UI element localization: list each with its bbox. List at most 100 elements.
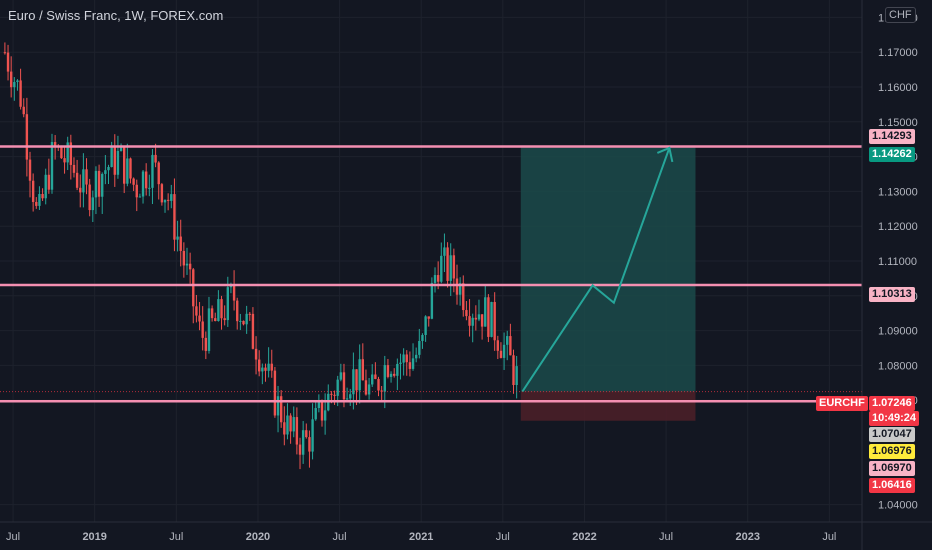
candle-body xyxy=(355,369,358,391)
candle-body xyxy=(132,178,135,185)
candle-body xyxy=(440,255,443,282)
candle-body xyxy=(35,201,38,206)
candle-body xyxy=(138,196,142,198)
candle-body xyxy=(427,316,430,319)
candle-body xyxy=(3,52,7,54)
candle-body xyxy=(399,362,402,364)
candle-body xyxy=(198,315,201,322)
time-axis[interactable]: Jul 2019 Jul 2020 Jul 2021 Jul 2022 Jul 2023 Jul xyxy=(6,531,836,543)
candle-body xyxy=(430,282,434,319)
candle-body xyxy=(104,170,107,174)
candle-body xyxy=(41,194,44,199)
candle-body xyxy=(185,263,189,266)
stop-zone xyxy=(520,391,696,421)
candle-body xyxy=(248,313,251,315)
candle-body xyxy=(474,317,478,320)
candle-body xyxy=(286,415,289,435)
candle-body xyxy=(408,362,412,369)
candle-body xyxy=(6,52,10,72)
candle-body xyxy=(44,174,47,199)
price-tick-label: 1.04000 xyxy=(878,500,918,512)
candle-body xyxy=(160,184,164,203)
price-tick-label: 1.16000 xyxy=(878,82,918,94)
candle-body xyxy=(374,374,377,379)
price-tick-label: 1.13000 xyxy=(878,186,918,198)
candle-body xyxy=(31,180,35,202)
candle-body xyxy=(226,287,230,321)
candle-body xyxy=(414,354,418,359)
projection-path xyxy=(521,147,671,393)
candle-body xyxy=(166,199,170,201)
candle-body xyxy=(258,359,261,372)
candle-body xyxy=(462,283,465,311)
currency-button[interactable]: CHF xyxy=(885,7,916,23)
candle-body xyxy=(192,269,195,307)
candle-body xyxy=(424,316,427,335)
candle-body xyxy=(135,184,138,198)
candle-body xyxy=(94,170,98,198)
candle-body xyxy=(352,369,355,395)
candle-body xyxy=(298,444,302,455)
candle-body xyxy=(449,255,452,281)
candle-body xyxy=(53,142,57,147)
candle-body xyxy=(97,170,101,197)
candle-body xyxy=(163,199,167,203)
candle-body xyxy=(336,379,339,396)
candle-body xyxy=(188,263,192,270)
candle-body xyxy=(402,354,405,363)
symbol-badge: EURCHF xyxy=(816,396,868,411)
candle-body xyxy=(270,363,273,371)
projection-arrow[interactable] xyxy=(521,146,674,393)
price-badge: 1.14293 xyxy=(869,129,915,144)
candle-body xyxy=(493,302,496,341)
candle-body xyxy=(496,340,500,351)
candle-body xyxy=(19,80,22,107)
candle-body xyxy=(433,275,437,283)
candle-body xyxy=(305,430,308,438)
candle-body xyxy=(418,340,421,355)
horizontal-levels[interactable] xyxy=(0,145,862,403)
candle-body xyxy=(443,247,446,256)
candle-body xyxy=(509,336,512,356)
price-badge: 1.06416 xyxy=(869,478,915,493)
candle-body xyxy=(386,365,390,377)
candle-body xyxy=(264,367,267,371)
candle-body xyxy=(113,146,116,175)
candle-body xyxy=(116,150,120,175)
candle-body xyxy=(25,114,29,160)
candle-body xyxy=(195,306,198,316)
candle-body xyxy=(311,419,314,452)
candle-body xyxy=(154,154,157,163)
price-tick-label: 1.09000 xyxy=(878,326,918,338)
candle-body xyxy=(458,283,462,295)
time-tick-label: Jul xyxy=(822,531,836,543)
candle-body xyxy=(176,236,179,240)
candle-body xyxy=(267,363,270,371)
chart-title: Euro / Swiss Franc, 1W, FOREX.com xyxy=(8,8,224,23)
candle-body xyxy=(436,275,440,282)
candle-body xyxy=(126,158,129,184)
price-badge: 1.06976 xyxy=(869,444,915,459)
candle-body xyxy=(380,390,383,392)
candle-body xyxy=(110,146,113,167)
candle-body xyxy=(283,422,286,435)
candle-body xyxy=(465,310,468,317)
candle-body xyxy=(361,359,365,381)
arrow-head xyxy=(656,146,674,163)
candle-body xyxy=(487,297,490,337)
candle-body xyxy=(210,308,214,319)
candle-body xyxy=(242,320,245,325)
price-tick-label: 1.12000 xyxy=(878,221,918,233)
candle-body xyxy=(223,318,226,321)
candle-body xyxy=(515,366,518,386)
candle-body xyxy=(405,354,408,363)
candle-body xyxy=(173,194,176,240)
candle-body xyxy=(236,300,239,322)
time-tick-label: Jul xyxy=(496,531,510,543)
candle-body xyxy=(279,396,283,423)
time-tick-label: 2022 xyxy=(572,531,596,543)
time-tick-label: Jul xyxy=(659,531,673,543)
